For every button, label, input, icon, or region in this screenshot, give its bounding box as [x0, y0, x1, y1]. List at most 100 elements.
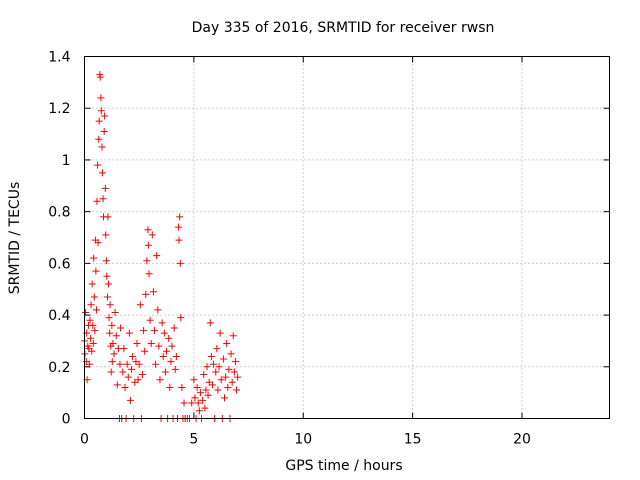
data-point — [102, 231, 110, 239]
data-point — [98, 143, 106, 151]
data-point — [202, 386, 210, 394]
data-point — [108, 321, 116, 329]
data-point — [86, 316, 94, 324]
data-point — [93, 306, 101, 314]
data-point — [94, 161, 102, 169]
data-point — [106, 329, 114, 337]
data-point — [142, 290, 150, 298]
data-point — [190, 376, 198, 384]
data-point — [166, 383, 174, 391]
data-point — [163, 347, 171, 355]
data-point — [215, 363, 223, 371]
data-point — [225, 365, 233, 373]
data-point — [204, 391, 212, 399]
data-point — [90, 254, 98, 262]
data-point — [128, 365, 136, 373]
data-point — [89, 340, 97, 348]
data-point — [178, 383, 186, 391]
data-point — [110, 350, 118, 358]
data-point — [87, 334, 95, 342]
data-point — [224, 383, 232, 391]
data-point — [101, 184, 109, 192]
data-point — [145, 270, 153, 278]
data-point — [200, 371, 208, 379]
data-point — [210, 360, 218, 368]
data-point — [133, 340, 141, 348]
data-point — [228, 378, 236, 386]
data-point — [87, 301, 95, 309]
data-point — [97, 94, 105, 102]
data-point — [143, 257, 151, 265]
data-point — [175, 236, 183, 244]
data-point — [108, 358, 116, 366]
data-point — [140, 327, 148, 335]
y-tick-label: 0 — [62, 412, 71, 428]
data-point — [201, 404, 209, 412]
x-tick-label: 5 — [189, 432, 198, 448]
y-tick-label: 0.8 — [48, 205, 70, 221]
data-point — [230, 368, 238, 376]
data-point — [158, 319, 166, 327]
data-point — [159, 352, 167, 360]
data-point — [152, 360, 160, 368]
data-point — [93, 197, 101, 205]
data-point — [153, 252, 161, 260]
data-point — [85, 360, 93, 368]
data-point — [92, 267, 100, 275]
data-point — [165, 334, 173, 342]
data-point — [103, 272, 111, 280]
data-point — [101, 112, 109, 120]
x-tick-label: 0 — [80, 432, 89, 448]
data-point — [161, 368, 169, 376]
data-point — [129, 352, 137, 360]
data-point — [196, 389, 204, 397]
data-point — [112, 332, 120, 340]
data-point — [138, 371, 146, 379]
data-point — [95, 117, 103, 125]
data-point — [91, 327, 99, 335]
data-point — [219, 355, 227, 363]
data-point — [180, 399, 188, 407]
axis-ticks: 0 0.2 0.4 0.6 0.8 1 1.2 1.4 0 5 10 15 20 — [48, 50, 610, 448]
data-point — [148, 231, 156, 239]
data-point — [234, 373, 242, 381]
data-point — [172, 352, 180, 360]
data-point — [117, 324, 125, 332]
data-point — [97, 107, 105, 115]
data-point — [151, 327, 158, 335]
data-point — [146, 316, 154, 324]
data-point — [194, 399, 202, 407]
data-point — [125, 329, 133, 337]
data-point — [105, 280, 113, 288]
data-point — [206, 319, 214, 327]
y-tick-label: 0.4 — [48, 308, 70, 324]
data-point — [121, 383, 129, 391]
data-point — [217, 376, 225, 384]
data-point — [147, 340, 155, 348]
data-point — [144, 226, 152, 234]
data-point — [229, 332, 237, 340]
data-point — [149, 288, 157, 296]
data-point — [119, 368, 127, 376]
x-tick-label: 15 — [404, 432, 422, 448]
data-point — [95, 135, 103, 143]
data-point — [168, 342, 176, 350]
data-point — [214, 386, 222, 394]
data-point — [88, 347, 96, 355]
data-point — [124, 373, 132, 381]
data-point — [213, 345, 221, 353]
data-point — [231, 358, 239, 366]
data-point — [199, 396, 207, 404]
grid — [84, 56, 610, 419]
plot-frame — [84, 56, 610, 419]
data-point — [222, 373, 230, 381]
data-point — [98, 169, 106, 177]
data-point — [208, 381, 216, 389]
data-point — [191, 394, 199, 402]
data-point — [176, 213, 184, 221]
data-point — [102, 257, 110, 265]
data-point — [89, 321, 97, 329]
data-point — [82, 308, 90, 316]
data-point — [216, 329, 224, 337]
